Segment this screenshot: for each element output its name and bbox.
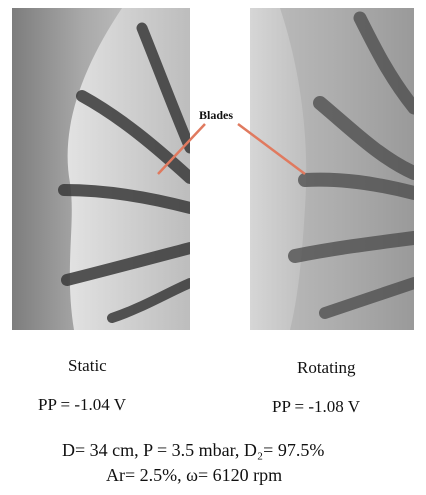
blades-annotation: Blades	[199, 108, 234, 122]
parameters-line-2: Ar= 2.5%, ω= 6120 rpm	[106, 465, 283, 485]
rotating-pp-value: PP = -1.08 V	[272, 397, 360, 416]
parameters-line-1: D= 34 cm, P = 3.5 mbar, D₂= 97.5%	[62, 440, 325, 460]
static-label: Static	[68, 356, 107, 375]
rotating-xray-image	[250, 8, 414, 330]
static-pp-value: PP = -1.04 V	[38, 395, 126, 414]
static-xray-image	[12, 8, 190, 330]
rotating-label: Rotating	[297, 358, 356, 377]
